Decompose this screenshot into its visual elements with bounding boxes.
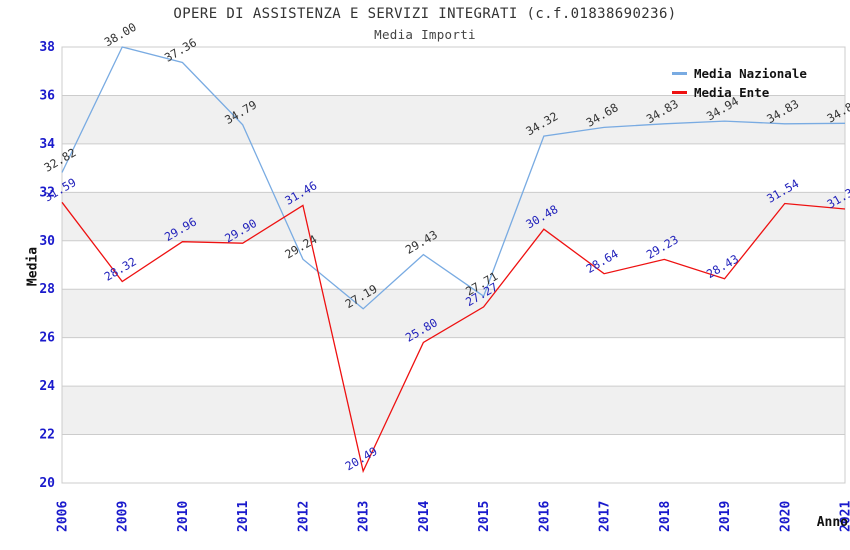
legend: Media Nazionale Media Ente [672,64,807,102]
svg-text:2019: 2019 [718,501,733,532]
svg-text:30: 30 [39,234,55,249]
svg-text:20: 20 [39,476,55,491]
y-axis-ticks: 20 22 24 26 28 30 32 34 36 38 [39,40,55,491]
svg-text:28: 28 [39,282,55,297]
svg-text:2021: 2021 [839,501,850,532]
svg-text:2011: 2011 [236,501,251,532]
y-axis-title: Media [25,246,41,287]
legend-label-media-ente: Media Ente [694,85,770,100]
svg-text:32: 32 [39,185,55,200]
svg-text:38.00: 38.00 [102,20,139,49]
chart-subtitle: Media Importi [374,27,476,42]
line-media-nazionale [61,46,846,310]
svg-text:2012: 2012 [296,501,311,532]
legend-item-media-ente: Media Ente [672,83,807,102]
line-media-ente [61,201,846,474]
svg-text:38: 38 [39,40,55,55]
svg-text:36: 36 [39,88,55,103]
plot-bands [62,47,845,483]
legend-label-media-nazionale: Media Nazionale [694,66,807,81]
svg-text:2015: 2015 [477,501,492,532]
svg-text:2020: 2020 [778,501,793,532]
chart-title: OPERE DI ASSISTENZA E SERVIZI INTEGRATI … [173,6,677,22]
plot-border [61,46,846,484]
svg-text:2017: 2017 [598,501,613,532]
legend-swatch-media-nazionale [672,72,687,75]
svg-text:2009: 2009 [116,501,131,532]
legend-item-media-nazionale: Media Nazionale [672,64,807,83]
svg-text:22: 22 [39,428,55,443]
svg-text:2018: 2018 [658,501,673,532]
svg-text:26: 26 [39,331,55,346]
svg-text:24: 24 [39,379,55,394]
x-axis-title: Anno [816,515,848,530]
x-axis-ticks: 2006 2009 2010 2011 2012 2013 2014 2015 2016 2017… [56,501,850,532]
svg-text:2014: 2014 [417,501,432,532]
legend-swatch-media-ente [672,91,687,94]
svg-text:2006: 2006 [56,501,71,532]
svg-text:2013: 2013 [357,501,372,532]
svg-text:2010: 2010 [176,501,191,532]
svg-text:2016: 2016 [537,501,552,532]
svg-text:34: 34 [39,137,55,152]
